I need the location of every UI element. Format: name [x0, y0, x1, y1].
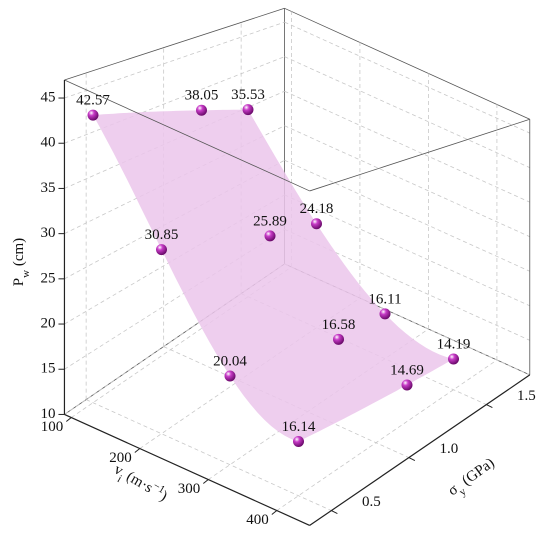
data-point	[264, 230, 276, 242]
x-tick-label: 100	[41, 419, 64, 435]
x-tick-label: 200	[109, 450, 132, 466]
z-axis-title-part: P	[11, 278, 27, 286]
value-label: 20.04	[213, 353, 247, 369]
x-tick-label: 300	[178, 481, 201, 497]
value-label: 16.14	[282, 419, 316, 435]
z-tick-label: 15	[40, 361, 55, 377]
x-axis-title-part: −1	[151, 479, 167, 495]
value-label: 35.53	[231, 87, 265, 103]
surface	[93, 109, 454, 442]
data-point	[156, 244, 167, 256]
z-axis-title: Pw (cm)	[11, 238, 31, 286]
box-edge	[284, 7, 530, 120]
grid-line	[284, 125, 530, 238]
y-axis-title-part: y	[457, 485, 469, 498]
tick-mark	[408, 457, 416, 462]
grid-line	[71, 266, 292, 418]
value-label: 30.85	[145, 227, 179, 243]
z-tick-label: 20	[40, 315, 55, 331]
grid-line	[64, 263, 285, 415]
box-edge	[64, 7, 285, 81]
y-tick-label: 1.5	[517, 388, 536, 404]
y-tick-label: 1.0	[440, 441, 459, 457]
data-point	[224, 370, 236, 382]
data-point	[448, 353, 459, 365]
x-axis-title-part: (m·s	[120, 467, 155, 497]
z-tick-label: 30	[40, 225, 55, 241]
grid-line	[276, 359, 498, 511]
data-point	[379, 308, 391, 320]
grid-line	[284, 56, 530, 169]
z-tick-label: 10	[40, 406, 55, 422]
axis-line	[309, 374, 531, 526]
y-axis-title: σy (GPa)	[445, 455, 500, 503]
value-label: 14.69	[390, 362, 424, 378]
grid-line	[64, 21, 285, 99]
z-axis-title-part: w	[20, 270, 32, 278]
x-axis-title: vi (m·s−1)	[109, 459, 172, 509]
axis-line	[64, 413, 310, 526]
tick-mark	[202, 479, 209, 484]
z-axis-title-part: (cm)	[11, 238, 27, 270]
grid-line	[64, 56, 285, 144]
z-tick-label: 40	[40, 135, 55, 151]
grid-line	[284, 159, 530, 272]
grid-line	[85, 399, 332, 511]
tick-mark	[271, 510, 278, 515]
value-label: 25.89	[253, 213, 287, 229]
grid-line	[284, 194, 530, 307]
value-label: 14.19	[437, 336, 471, 352]
data-point	[196, 104, 207, 116]
tick-mark	[486, 404, 493, 409]
box-edge	[64, 79, 310, 192]
tick-mark	[331, 510, 338, 515]
box-edge	[309, 118, 530, 192]
data-point	[242, 104, 254, 116]
z-tick-label: 45	[40, 89, 55, 105]
x-tick-label: 400	[246, 512, 269, 528]
value-label: 42.57	[76, 93, 110, 109]
data-point	[401, 379, 413, 391]
tick-mark	[65, 417, 72, 422]
y-tick-label: 0.5	[362, 494, 381, 510]
value-label: 16.11	[368, 291, 401, 307]
data-point	[293, 435, 304, 447]
data-point	[311, 218, 322, 230]
x-axis-title-part: i	[115, 473, 124, 485]
tick-mark	[134, 448, 141, 453]
data-point	[87, 109, 99, 121]
value-label: 38.05	[185, 88, 219, 104]
grid-line	[284, 90, 530, 203]
z-tick-label: 25	[40, 270, 55, 286]
value-label: 24.18	[300, 201, 334, 217]
value-label: 16.58	[322, 317, 356, 333]
y-axis-title-part: (GPa)	[456, 455, 497, 491]
z-tick-label: 35	[40, 180, 55, 196]
grid-line	[284, 21, 530, 134]
data-point	[333, 333, 344, 345]
